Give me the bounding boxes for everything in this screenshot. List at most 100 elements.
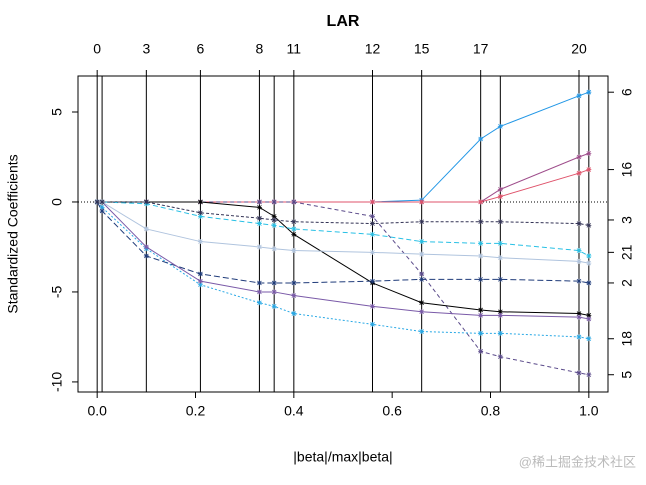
coef-point: [369, 321, 375, 327]
coef-path: [96, 201, 589, 284]
coef-point: [576, 93, 582, 99]
coef-path: [97, 201, 589, 320]
right-tick-label: 16: [619, 162, 635, 178]
coef-point: [576, 248, 582, 254]
coef-path: [97, 201, 589, 376]
coef-point: [197, 239, 203, 245]
x-tick-label: 0.0: [87, 403, 107, 419]
coef-point: [271, 303, 277, 309]
coef-point: [419, 199, 425, 205]
coef-point: [419, 251, 425, 257]
x-tick-label: 0.2: [186, 403, 206, 419]
coef-point: [271, 246, 277, 252]
coef-point: [576, 334, 582, 340]
coef-point: [576, 278, 582, 284]
coef-point: [478, 330, 484, 336]
coef-point: [369, 249, 375, 255]
right-tick-label: 21: [619, 244, 635, 260]
coef-point: [419, 329, 425, 335]
y-tick-label: -5: [49, 286, 65, 299]
coef-point: [197, 282, 203, 288]
coef-point: [256, 300, 262, 306]
coef-point: [497, 276, 503, 282]
x-tick-label: 1.0: [579, 403, 599, 419]
coef-point: [478, 219, 484, 225]
coef-point: [291, 231, 297, 237]
coef-point: [143, 253, 149, 259]
coef-point: [291, 219, 297, 225]
coef-point: [497, 240, 503, 246]
coef-point: [586, 260, 592, 266]
coef-point: [586, 150, 592, 156]
coef-point: [369, 199, 375, 205]
coef-point: [291, 293, 297, 299]
coef-point: [271, 222, 277, 228]
coef-point: [586, 312, 592, 318]
coef-point: [497, 219, 503, 225]
right-tick-label: 3: [619, 216, 635, 224]
coef-point: [586, 167, 592, 173]
coef-point: [576, 314, 582, 320]
coef-point: [478, 253, 484, 259]
coef-point: [478, 240, 484, 246]
coef-path: [97, 169, 589, 203]
coef-point: [197, 213, 203, 219]
x-tick-label: 0.6: [382, 403, 402, 419]
coef-point: [576, 370, 582, 376]
coef-path: [97, 201, 590, 257]
coef-point: [419, 300, 425, 306]
coef-point: [271, 217, 277, 223]
coef-point: [586, 336, 592, 342]
coef-point: [369, 278, 375, 284]
y-tick-label: -10: [49, 372, 65, 392]
coef-point: [291, 280, 297, 286]
y-tick-label: 0: [49, 198, 65, 206]
y-axis-label: Standardized Coefficients: [5, 154, 21, 313]
coef-point: [586, 372, 592, 378]
x-tick-label: 0.4: [284, 403, 304, 419]
top-tick-label: 17: [473, 41, 489, 57]
coef-point: [143, 199, 149, 205]
coef-point: [576, 154, 582, 160]
coef-point: [478, 307, 484, 313]
coef-point: [271, 289, 277, 295]
coef-point: [497, 330, 503, 336]
coef-point: [271, 199, 277, 205]
y-tick-label: 5: [49, 108, 65, 116]
coef-point: [497, 194, 503, 200]
coef-point: [586, 253, 592, 259]
coef-point: [478, 136, 484, 142]
coef-point: [419, 271, 425, 277]
coef-point: [478, 276, 484, 282]
coef-point: [369, 231, 375, 237]
coef-point: [497, 186, 503, 192]
coef-point: [99, 208, 105, 214]
coef-point: [478, 348, 484, 354]
coef-point: [256, 280, 262, 286]
coef-point: [478, 199, 484, 205]
coef-point: [256, 221, 262, 227]
top-tick-label: 15: [414, 41, 430, 57]
coef-point: [143, 226, 149, 232]
coef-point: [586, 89, 592, 95]
top-tick-label: 12: [365, 41, 381, 57]
coef-point: [94, 199, 100, 205]
top-tick-label: 20: [571, 41, 587, 57]
coef-path: [97, 201, 589, 226]
top-tick-label: 0: [93, 41, 101, 57]
coef-point: [497, 309, 503, 315]
coef-point: [143, 244, 149, 250]
coef-point: [197, 278, 203, 284]
coef-path: [97, 152, 589, 203]
coef-point: [99, 199, 105, 205]
coef-point: [419, 309, 425, 315]
coef-point: [478, 312, 484, 318]
coef-point: [256, 199, 262, 205]
coef-point: [256, 204, 262, 210]
coef-point: [369, 213, 375, 219]
x-axis-label: |beta|/max|beta|: [293, 449, 392, 465]
coef-point: [291, 226, 297, 232]
coef-point: [271, 280, 277, 286]
right-tick-label: 18: [619, 331, 635, 347]
